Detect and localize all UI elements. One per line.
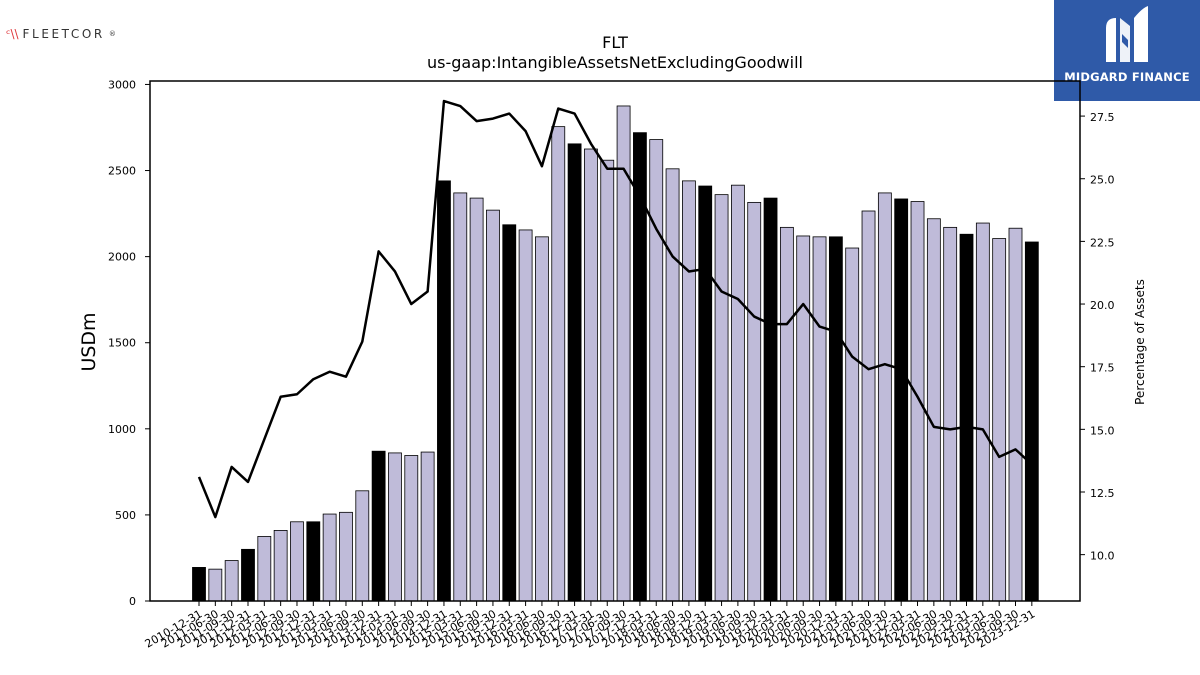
- fleetcor-mark-icon: ᶜ\\: [6, 27, 19, 41]
- plot-frame: [149, 80, 1081, 602]
- y2-tick-label: 15.0: [1090, 424, 1115, 437]
- bar-2013-09-30: [355, 490, 370, 602]
- bar-2010-12-31: [192, 567, 206, 602]
- bar-2020-12-31: [828, 236, 843, 602]
- bar-2023-03-31: [975, 222, 990, 602]
- fleetcor-logo: ᶜ\\ FLEETCOR ®: [6, 27, 116, 41]
- bar-2012-12-31: [306, 521, 321, 602]
- bar-2022-12-31: [959, 233, 974, 602]
- bar-2018-06-30: [665, 168, 680, 602]
- bar-2011-12-31: [241, 548, 255, 602]
- y2-tick-label: 25.0: [1090, 174, 1115, 187]
- bar-2016-06-30: [535, 236, 549, 602]
- left-axis: 0 500 1000 1500 2000 2500 3000: [108, 78, 150, 608]
- bar-2016-12-31: [567, 143, 582, 602]
- bar-2020-06-30: [796, 235, 811, 602]
- bar-2015-09-30: [486, 209, 500, 602]
- bar-2021-03-31: [845, 247, 860, 602]
- bar-2023-09-30: [1008, 227, 1023, 602]
- bar-2014-12-31: [437, 180, 451, 602]
- bar-2015-06-30: [469, 197, 484, 602]
- bar-2022-03-31: [910, 201, 925, 602]
- bar-2012-03-31: [257, 536, 272, 602]
- bar-2013-03-31: [322, 513, 337, 602]
- fleetcor-logo-text: FLEETCOR: [22, 27, 105, 41]
- y2-tick-label: 27.5: [1090, 111, 1115, 124]
- bar-2019-09-30: [747, 201, 762, 602]
- y-tick-label: 500: [115, 509, 136, 522]
- midgard-finance-text: MIDGARD FINANCE: [1064, 70, 1190, 84]
- right-axis: 10.0 12.5 15.0 17.5 20.0 22.5 25.0 27.5: [1080, 111, 1115, 563]
- bar-2014-09-30: [420, 451, 435, 602]
- bar-2021-12-31: [894, 198, 909, 602]
- bar-2022-09-30: [943, 226, 958, 602]
- y-tick-label: 2000: [108, 251, 136, 264]
- bar-2015-12-31: [502, 224, 517, 602]
- bar-2023-06-30: [992, 238, 1007, 602]
- bar-2011-09-30: [224, 560, 239, 602]
- fleetcor-registered-mark: ®: [108, 30, 116, 38]
- midgard-m-icon: [1106, 6, 1148, 62]
- chart-subtitle: us-gaap:IntangibleAssetsNetExcludingGood…: [427, 53, 803, 72]
- bar-2019-03-31: [714, 194, 729, 602]
- bar-2015-03-31: [453, 192, 468, 602]
- y-tick-label: 0: [129, 595, 136, 608]
- bars-layer: [192, 105, 1039, 602]
- bar-2012-09-30: [290, 521, 304, 602]
- percentage-of-assets-line: [197, 99, 1033, 519]
- bar-2018-09-30: [682, 180, 696, 602]
- bar-2021-09-30: [877, 192, 892, 602]
- bar-2018-12-31: [698, 185, 713, 602]
- bar-2020-09-30: [812, 236, 827, 602]
- y2-tick-label: 22.5: [1090, 236, 1115, 249]
- y-axis-label: USDm: [78, 312, 100, 371]
- y-tick-label: 2500: [108, 165, 136, 178]
- bar-2018-03-31: [649, 139, 664, 602]
- chart-title: FLT: [602, 33, 628, 52]
- y2-axis-label: Percentage of Assets: [1133, 279, 1147, 405]
- bar-2021-06-30: [861, 210, 876, 602]
- line-layer: [197, 99, 1033, 519]
- y-tick-label: 3000: [108, 78, 136, 91]
- midgard-finance-logo: MIDGARD FINANCE: [1054, 0, 1200, 101]
- x-axis: 2010-12-312011-06-302011-09-302011-12-31…: [143, 601, 1037, 651]
- bar-2019-12-31: [763, 197, 778, 602]
- bar-2012-06-30: [273, 530, 288, 602]
- bar-2022-06-30: [926, 218, 941, 602]
- y2-tick-label: 20.0: [1090, 299, 1115, 312]
- bar-2017-06-30: [600, 159, 615, 602]
- y-tick-label: 1000: [108, 423, 136, 436]
- bar-2016-09-30: [551, 126, 566, 602]
- y-tick-label: 1500: [108, 337, 136, 350]
- bar-2011-06-30: [208, 568, 223, 602]
- bar-2023-12-31: [1024, 241, 1039, 602]
- bar-2014-03-31: [388, 452, 402, 602]
- bar-2013-12-31: [371, 450, 386, 602]
- bar-2014-06-30: [404, 455, 419, 602]
- bar-2019-06-30: [730, 184, 745, 602]
- y2-tick-label: 12.5: [1090, 487, 1115, 500]
- bar-2017-03-31: [584, 148, 598, 602]
- y2-tick-label: 17.5: [1090, 362, 1115, 375]
- y2-tick-label: 10.0: [1090, 550, 1115, 563]
- bar-2016-03-31: [518, 229, 533, 602]
- bar-2013-06-30: [339, 511, 353, 602]
- bar-2020-03-31: [779, 226, 794, 602]
- bar-2017-09-30: [616, 105, 631, 602]
